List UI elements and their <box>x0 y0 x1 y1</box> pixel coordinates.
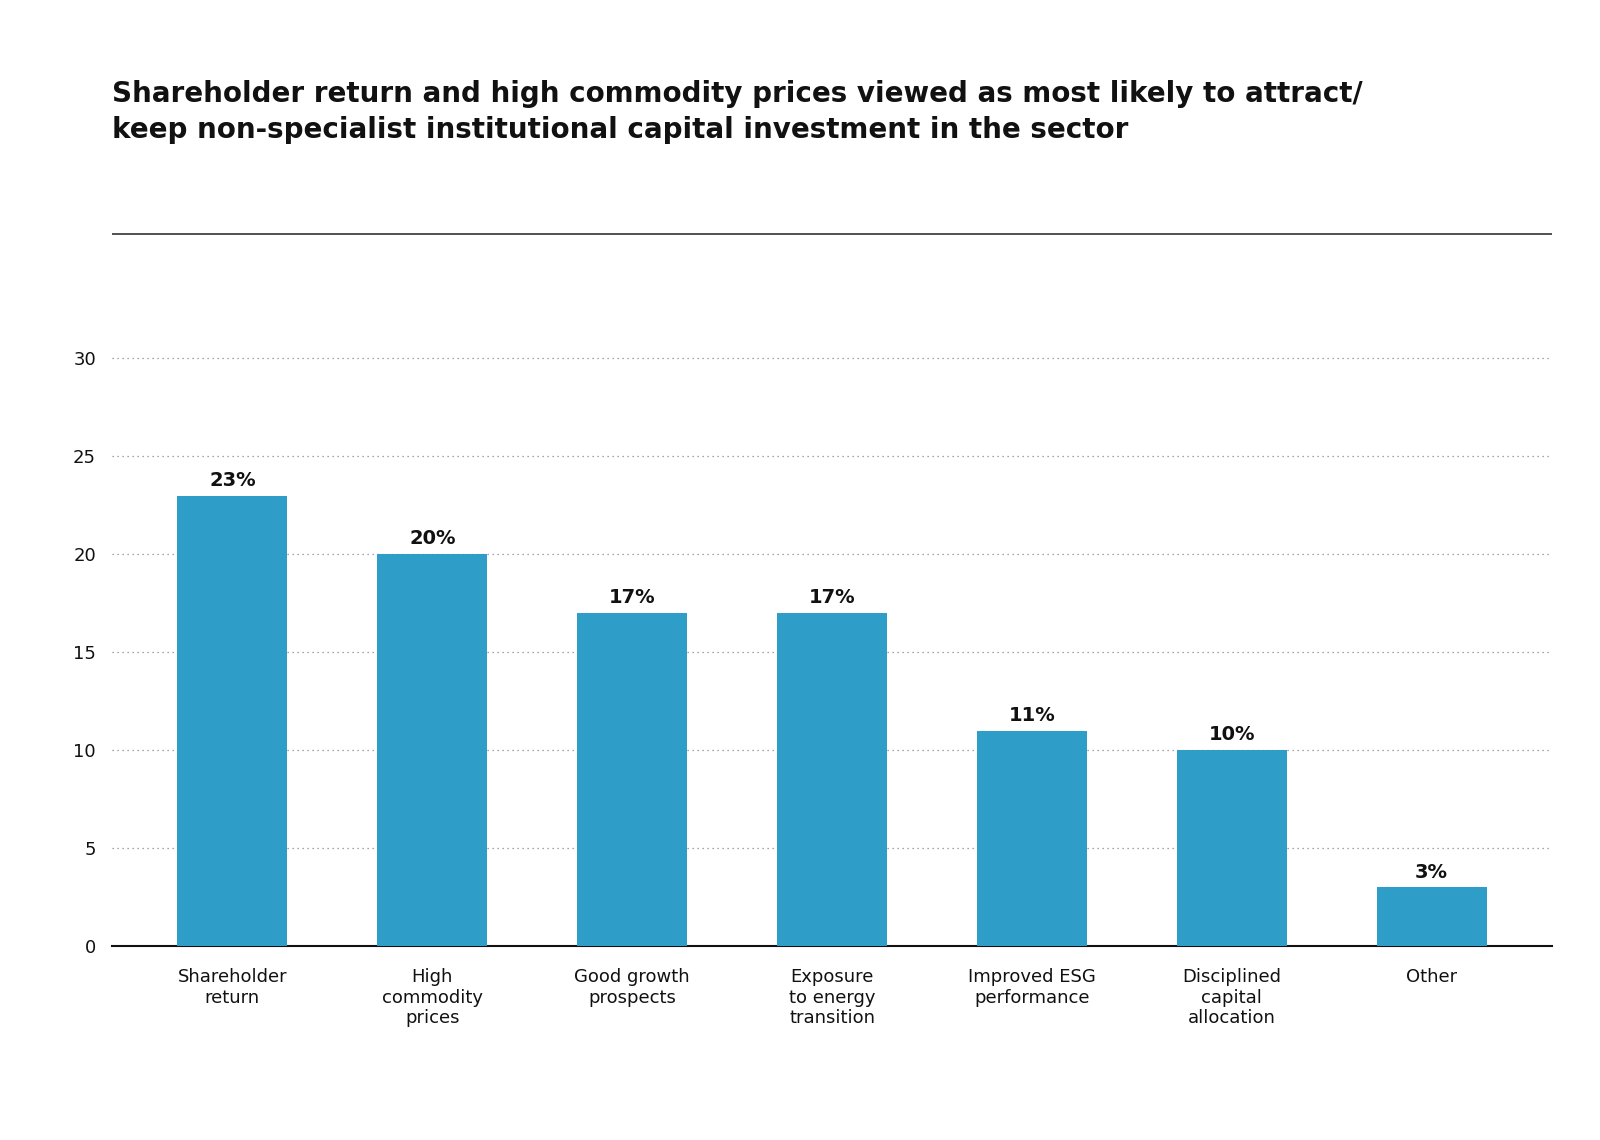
Bar <box>978 731 1086 946</box>
Text: 20%: 20% <box>410 529 456 548</box>
Bar <box>778 613 886 946</box>
Text: 10%: 10% <box>1208 725 1254 744</box>
Text: 17%: 17% <box>610 588 656 608</box>
Bar <box>578 613 686 946</box>
Text: 11%: 11% <box>1008 706 1056 725</box>
Text: 23%: 23% <box>210 471 256 490</box>
Text: 3%: 3% <box>1414 863 1448 881</box>
Bar <box>378 554 488 946</box>
Text: Shareholder return and high commodity prices viewed as most likely to attract/
k: Shareholder return and high commodity pr… <box>112 80 1363 144</box>
Bar <box>1176 750 1286 946</box>
Text: 17%: 17% <box>808 588 856 608</box>
Bar <box>178 496 288 946</box>
Bar <box>1376 887 1486 946</box>
